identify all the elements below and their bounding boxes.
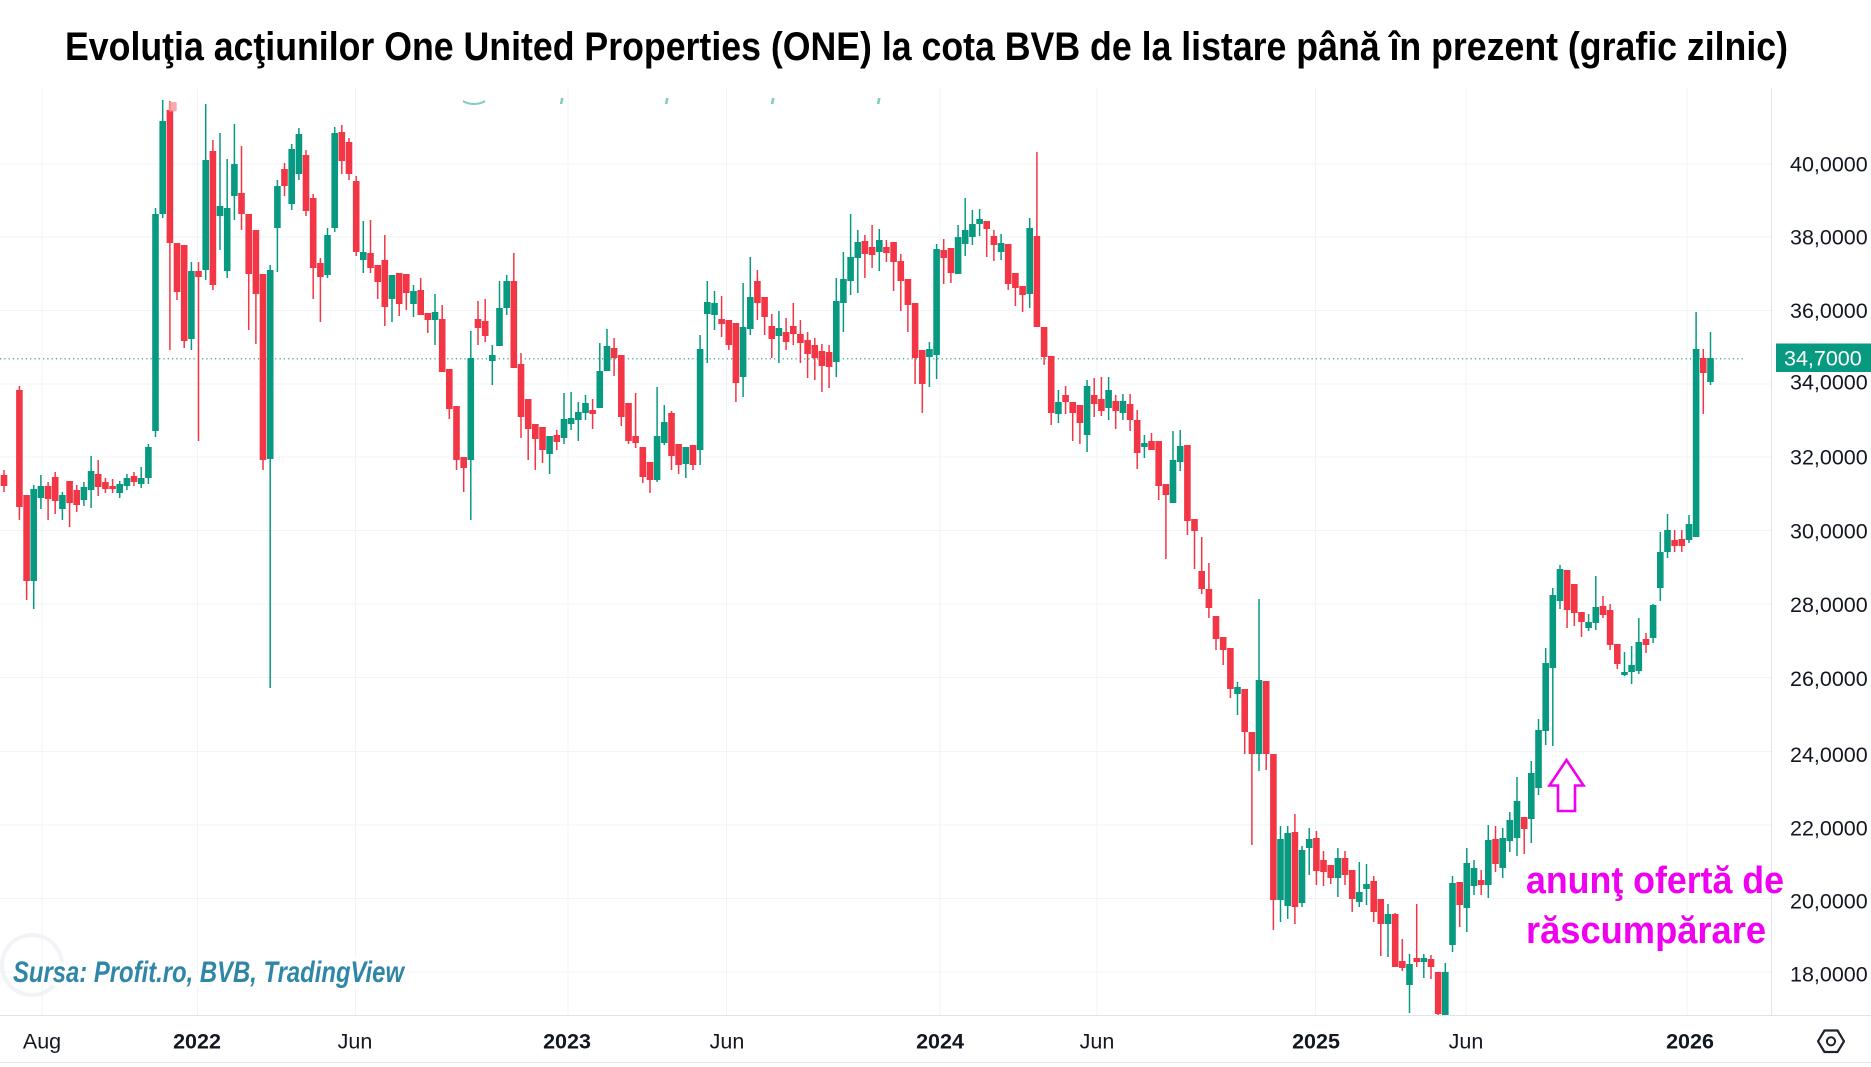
- svg-text:2026: 2026: [1666, 1030, 1714, 1054]
- svg-text:40,0000: 40,0000: [1790, 153, 1868, 177]
- svg-text:Jun: Jun: [1449, 1030, 1484, 1054]
- svg-text:28,0000: 28,0000: [1790, 593, 1868, 617]
- svg-text:32,0000: 32,0000: [1790, 446, 1868, 470]
- svg-text:22,0000: 22,0000: [1790, 817, 1868, 841]
- svg-text:20,0000: 20,0000: [1790, 890, 1868, 914]
- svg-text:anunţ ofertă de: anunţ ofertă de: [1526, 860, 1784, 902]
- svg-text:26,0000: 26,0000: [1790, 667, 1868, 691]
- svg-text:18,0000: 18,0000: [1790, 963, 1868, 987]
- svg-text:38,0000: 38,0000: [1790, 226, 1868, 250]
- svg-text:34,0000: 34,0000: [1790, 371, 1868, 395]
- svg-text:34,7000: 34,7000: [1784, 347, 1862, 371]
- svg-text:Jun: Jun: [1080, 1030, 1115, 1054]
- svg-text:24,0000: 24,0000: [1790, 743, 1868, 767]
- svg-text:Evoluţia acţiunilor One United: Evoluţia acţiunilor One United Propertie…: [65, 25, 1788, 69]
- svg-text:36,0000: 36,0000: [1790, 299, 1868, 323]
- svg-text:2023: 2023: [543, 1030, 591, 1054]
- svg-text:răscumpărare: răscumpărare: [1526, 910, 1766, 952]
- svg-text:Jun: Jun: [710, 1030, 745, 1054]
- svg-text:2022: 2022: [173, 1030, 221, 1054]
- svg-text:Aug: Aug: [23, 1030, 61, 1054]
- svg-text:2025: 2025: [1292, 1030, 1340, 1054]
- svg-text:Sursa: Profit.ro, BVB, Trading: Sursa: Profit.ro, BVB, TradingView: [13, 956, 405, 989]
- svg-text:Jun: Jun: [338, 1030, 373, 1054]
- svg-text:30,0000: 30,0000: [1790, 520, 1868, 544]
- svg-text:2024: 2024: [916, 1030, 964, 1054]
